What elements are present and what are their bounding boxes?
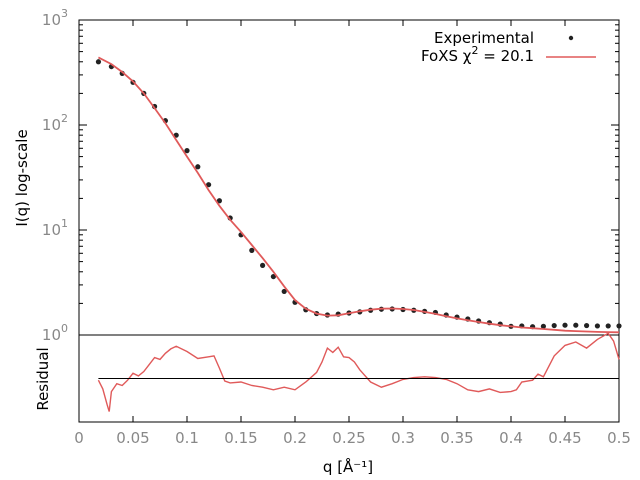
legend-marker-experimental (568, 35, 574, 41)
experimental-point (573, 322, 579, 328)
experimental-point (551, 322, 557, 329)
x-tick-label: 0.45 (548, 429, 581, 447)
x-tick-label: 0.25 (332, 429, 365, 447)
x-tick-label: 0.05 (116, 429, 149, 447)
experimental-point (195, 164, 201, 170)
x-axis-tick-labels: 0 0.05 0.1 0.15 0.2 0.25 0.3 0.35 0.4 0.45 0.5 (74, 429, 631, 447)
experimental-point (216, 198, 222, 204)
experimental-point (584, 322, 590, 329)
x-tick-label: 0.5 (607, 429, 631, 447)
y-tick-label: 102 (42, 112, 68, 134)
x-tick-label: 0.4 (499, 429, 523, 447)
x-tick-label: 0.15 (224, 429, 257, 447)
main-axis-ticks (78, 19, 620, 422)
y-tick-label: 100 (42, 322, 68, 344)
x-axis-title: q [Å⁻¹] (323, 457, 373, 476)
legend-experimental-dot (568, 35, 574, 41)
x-tick-label: 0.2 (283, 429, 307, 447)
x-tick-label: 0.35 (440, 429, 473, 447)
experimental-series (95, 59, 622, 330)
x-tick-label: 0 (74, 429, 84, 447)
experimental-point (616, 323, 622, 329)
experimental-point (260, 262, 266, 269)
y-tick-label: 101 (42, 217, 68, 239)
legend-label-experimental: Experimental (434, 29, 534, 47)
experimental-point (281, 288, 287, 295)
experimental-point (206, 182, 212, 188)
experimental-point (605, 323, 611, 329)
x-tick-label: 0.1 (175, 429, 199, 447)
legend-label-foxs: FoXS χ2 = 20.1 (421, 44, 534, 65)
x-tick-label: 0.3 (391, 429, 415, 447)
residual-axis-title: Residual (34, 347, 52, 410)
experimental-point (270, 273, 276, 280)
experimental-point (540, 323, 547, 329)
experimental-point (594, 323, 601, 329)
legend: Experimental FoXS χ2 = 20.1 (421, 29, 596, 65)
main-plot-frame (78, 19, 620, 336)
experimental-point (249, 247, 255, 253)
experimental-point (562, 322, 568, 328)
y-axis-title: I(q) log-scale (13, 129, 31, 226)
residual-series (97, 332, 620, 412)
experimental-point (184, 148, 190, 154)
residual-line (97, 332, 620, 412)
experimental-point (95, 59, 102, 65)
y-axis-tick-labels: 100 101 102 103 (42, 7, 68, 344)
foxs-fit-line (97, 56, 620, 334)
foxs-fit-series (97, 56, 620, 334)
y-tick-label: 103 (42, 7, 68, 29)
